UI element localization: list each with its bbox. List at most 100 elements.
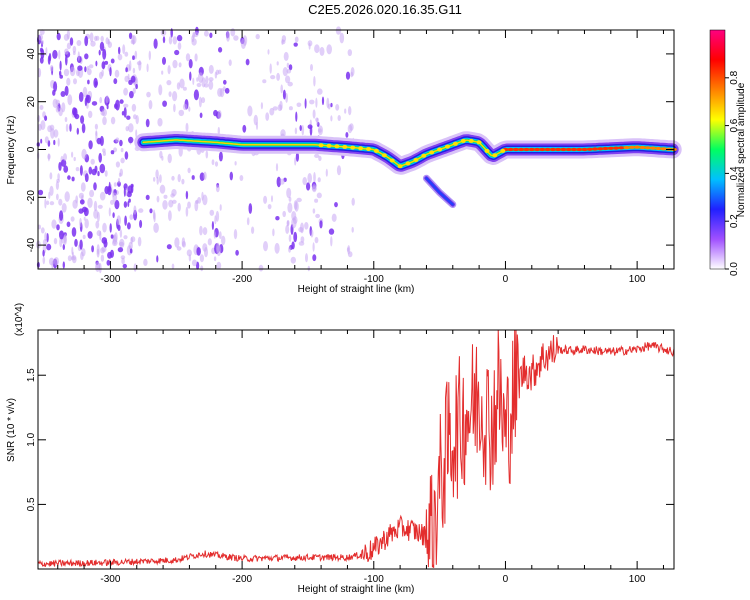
noise-speck <box>104 170 108 177</box>
noise-speck <box>80 182 86 192</box>
noise-speck <box>269 107 275 116</box>
noise-speck <box>58 49 61 60</box>
ridge-hotspot <box>623 146 630 150</box>
noise-speck <box>293 42 298 47</box>
noise-speck <box>153 177 156 182</box>
noise-speck <box>136 61 142 66</box>
noise-speck <box>49 124 55 131</box>
noise-speck <box>161 70 164 75</box>
noise-speck <box>133 263 137 272</box>
noise-speck <box>65 54 68 66</box>
spectrogram-x-ticks: -300 -200 -100 0 100 <box>57 30 664 285</box>
noise-speck <box>166 80 172 86</box>
noise-speck <box>118 46 121 55</box>
noise-speck <box>328 228 335 235</box>
noise-speck <box>294 127 298 135</box>
noise-speck <box>79 199 85 205</box>
noise-speck <box>37 224 42 230</box>
ridge-hotspot <box>468 138 474 143</box>
noise-speck <box>290 256 296 264</box>
noise-speck <box>56 224 60 231</box>
y-tick-label: 1.5 <box>26 368 37 382</box>
noise-speck <box>215 210 220 222</box>
noise-speck <box>118 172 122 177</box>
ridge-hotspot <box>544 147 551 152</box>
figure-title: C2E5.2026.020.16.35.G11 <box>308 2 462 17</box>
ridge-hotspot <box>523 147 530 152</box>
noise-speck <box>120 147 124 153</box>
noise-speck <box>57 173 60 181</box>
noise-speck <box>253 114 258 126</box>
colorbar-label: Normalized spectral amplitude <box>736 82 747 217</box>
noise-speck <box>117 181 121 187</box>
noise-speck <box>205 75 209 84</box>
noise-speck <box>61 102 66 113</box>
ridge-hotspot <box>592 147 598 151</box>
noise-speck <box>186 249 192 257</box>
ridge-hotspot <box>421 153 427 158</box>
noise-speck <box>226 30 230 42</box>
noise-speck <box>95 220 100 229</box>
noise-speck <box>145 118 150 128</box>
snr-x-ticks: -300 -200 -100 0 100 <box>57 330 664 585</box>
noise-speck <box>99 163 106 174</box>
y-tick-label: 0 <box>26 146 37 152</box>
ridge-hotspot <box>342 144 348 149</box>
noise-speck <box>213 256 217 262</box>
noise-speck <box>64 191 70 202</box>
noise-speck <box>197 197 202 204</box>
noise-speck <box>65 123 69 132</box>
noise-speck <box>215 69 220 76</box>
noise-speck <box>282 210 287 218</box>
noise-speck <box>86 94 91 104</box>
noise-speck <box>90 40 96 47</box>
noise-speck <box>117 247 124 253</box>
noise-speck <box>126 115 131 120</box>
noise-speck <box>95 60 98 67</box>
noise-speck <box>233 35 239 41</box>
noise-speck <box>312 242 315 252</box>
noise-speck <box>158 84 163 96</box>
noise-speck <box>286 62 290 68</box>
noise-speck <box>97 204 103 209</box>
noise-speck <box>75 167 80 172</box>
noise-speck <box>168 210 172 222</box>
spectrogram-x-label: Height of straight line (km) <box>298 284 415 295</box>
noise-speck <box>218 231 222 240</box>
noise-speck <box>258 264 264 272</box>
noise-speck <box>262 79 267 84</box>
noise-speck <box>77 65 83 71</box>
noise-speck <box>174 49 180 56</box>
noise-speck <box>69 37 74 46</box>
noise-speck <box>53 237 58 245</box>
noise-speck <box>91 101 98 106</box>
noise-speck <box>113 78 118 85</box>
noise-speck <box>40 227 45 234</box>
noise-speck <box>146 91 151 98</box>
x-tick-label: 100 <box>629 574 646 585</box>
noise-speck <box>178 109 185 117</box>
noise-speck <box>64 85 69 96</box>
noise-speck <box>312 254 317 262</box>
noise-speck <box>99 96 103 104</box>
noise-speck <box>204 30 209 37</box>
noise-speck <box>188 59 193 69</box>
noise-speck <box>45 47 48 56</box>
noise-speck <box>314 44 320 54</box>
noise-speck <box>163 194 168 199</box>
noise-speck <box>315 97 318 108</box>
noise-speck <box>87 231 93 239</box>
noise-speck <box>133 205 137 215</box>
snr-y-ticks: 0.5 1.0 1.5 <box>26 368 674 511</box>
noise-speck <box>185 190 189 200</box>
noise-speck <box>110 150 115 155</box>
noise-speck <box>314 236 319 244</box>
noise-speck <box>98 49 101 56</box>
noise-speck <box>217 126 220 136</box>
noise-speck <box>321 96 325 106</box>
noise-speck <box>103 239 108 248</box>
noise-speck <box>110 58 115 64</box>
noise-speck <box>87 79 90 85</box>
noise-speck <box>66 42 71 50</box>
noise-speck <box>139 219 143 229</box>
